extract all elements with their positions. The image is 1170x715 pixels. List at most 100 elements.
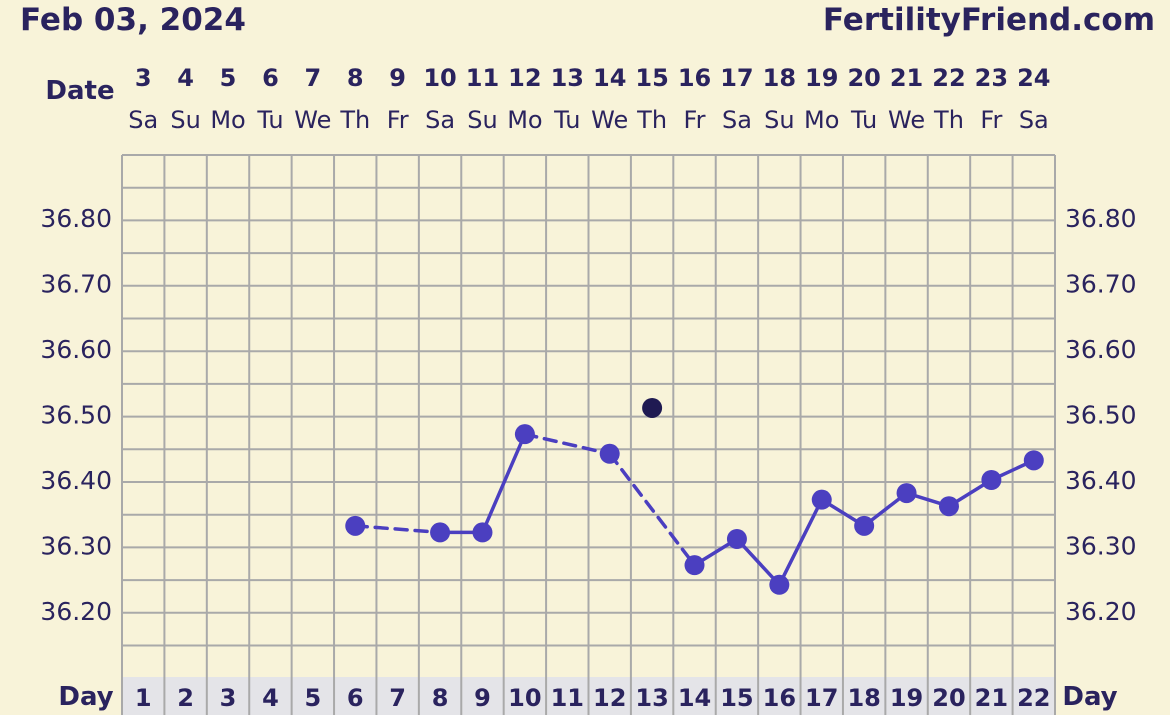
temp-point	[345, 515, 366, 536]
cycle-day-label: 3	[220, 684, 237, 712]
date-label: 5	[220, 64, 237, 92]
date-label: 14	[593, 64, 626, 92]
temp-point	[854, 515, 875, 536]
date-label: 16	[678, 64, 711, 92]
y-tick-label-left: 36.70	[40, 270, 112, 299]
cycle-day-label: 15	[720, 684, 753, 712]
temp-point	[514, 424, 535, 445]
weekday-label: Su	[170, 106, 200, 134]
cycle-day-label: 17	[805, 684, 838, 712]
day-row-label-right: Day	[1062, 682, 1117, 712]
weekday-label: We	[294, 106, 331, 134]
temp-line	[777, 497, 824, 587]
temp-line	[735, 537, 782, 587]
y-tick-label-right: 36.30	[1065, 532, 1137, 561]
cycle-day-label: 12	[593, 684, 626, 712]
weekday-label: Mo	[507, 106, 542, 134]
temp-point	[811, 489, 832, 510]
y-tick-label-left: 36.50	[40, 401, 112, 430]
y-tick-label-left: 36.40	[40, 466, 112, 495]
date-row-label: Date	[45, 76, 114, 106]
date-label: 11	[466, 64, 499, 92]
cycle-day-label: 22	[1017, 684, 1050, 712]
weekday-label: We	[591, 106, 628, 134]
cycle-day-label: 21	[975, 684, 1008, 712]
cycle-day-label: 16	[763, 684, 796, 712]
weekday-label: We	[888, 106, 925, 134]
temp-point-unconnected	[642, 397, 663, 418]
weekday-label: Sa	[425, 106, 455, 134]
weekday-label: Mo	[210, 106, 245, 134]
cycle-day-label: 13	[635, 684, 668, 712]
date-label: 21	[890, 64, 923, 92]
date-label: 8	[347, 64, 364, 92]
date-label: 3	[135, 64, 152, 92]
date-label: 23	[975, 64, 1008, 92]
weekday-label: Th	[933, 106, 964, 134]
temp-point	[472, 522, 493, 543]
cycle-day-label: 7	[389, 684, 406, 712]
chart-date: Feb 03, 2024	[20, 2, 246, 38]
cycle-day-label: 8	[432, 684, 449, 712]
cycle-day-label: 19	[890, 684, 923, 712]
date-label: 17	[720, 64, 753, 92]
temp-line-dashed	[523, 432, 612, 456]
date-label: 7	[304, 64, 321, 92]
cycle-day-label: 18	[847, 684, 880, 712]
temp-line-dashed	[353, 524, 442, 535]
day-row-label-left: Day	[58, 682, 113, 712]
date-label: 22	[932, 64, 965, 92]
date-label: 20	[847, 64, 880, 92]
date-label: 12	[508, 64, 541, 92]
date-label: 15	[635, 64, 668, 92]
cycle-day-label: 9	[474, 684, 491, 712]
y-tick-label-right: 36.20	[1065, 597, 1137, 626]
temp-point	[1023, 450, 1044, 471]
y-tick-label-left: 36.80	[40, 204, 112, 233]
temp-line-dashed	[607, 452, 697, 567]
y-tick-label-right: 36.80	[1065, 204, 1137, 233]
weekday-label: Tu	[256, 106, 283, 134]
cycle-day-label: 11	[551, 684, 584, 712]
date-label: 18	[763, 64, 796, 92]
temp-point	[726, 528, 747, 549]
brand-name: FertilityFriend.com	[822, 2, 1155, 38]
cycle-day-label: 10	[508, 684, 541, 712]
cycle-day-label: 5	[304, 684, 321, 712]
cycle-day-label: 1	[135, 684, 152, 712]
temp-point	[684, 555, 705, 576]
date-label: 13	[551, 64, 584, 92]
y-tick-label-left: 36.60	[40, 335, 112, 364]
cycle-day-label: 20	[932, 684, 965, 712]
weekday-label: Sa	[1019, 106, 1049, 134]
y-tick-label-left: 36.20	[40, 597, 112, 626]
y-tick-label-right: 36.50	[1065, 401, 1137, 430]
date-label: 24	[1017, 64, 1050, 92]
date-label: 9	[389, 64, 406, 92]
weekday-label: Fr	[980, 106, 1002, 134]
weekday-label: Th	[636, 106, 667, 134]
y-tick-label-left: 36.30	[40, 532, 112, 561]
weekday-label: Tu	[850, 106, 877, 134]
weekday-label: Fr	[387, 106, 409, 134]
temp-line	[480, 432, 527, 535]
temp-point	[430, 522, 451, 543]
cycle-day-label: 14	[678, 684, 711, 712]
temp-point	[896, 483, 917, 504]
weekday-label: Fr	[684, 106, 706, 134]
weekday-label: Tu	[553, 106, 580, 134]
weekday-label: Su	[467, 106, 497, 134]
date-label: 19	[805, 64, 838, 92]
weekday-label: Sa	[128, 106, 158, 134]
temp-point	[599, 443, 620, 464]
temp-point	[938, 496, 959, 517]
weekday-label: Mo	[804, 106, 839, 134]
y-tick-label-right: 36.70	[1065, 270, 1137, 299]
y-tick-label-right: 36.40	[1065, 466, 1137, 495]
temp-point	[769, 574, 790, 595]
y-tick-label-right: 36.60	[1065, 335, 1137, 364]
weekday-label: Sa	[722, 106, 752, 134]
date-label: 4	[177, 64, 194, 92]
weekday-label: Th	[339, 106, 370, 134]
